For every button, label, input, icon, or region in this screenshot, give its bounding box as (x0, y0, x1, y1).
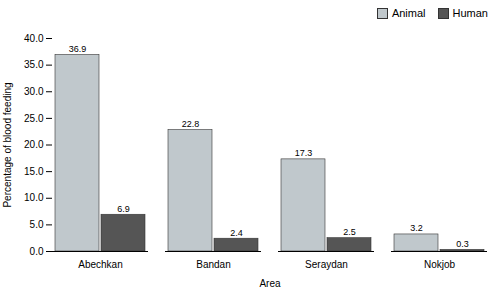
svg-text:15.0: 15.0 (24, 166, 44, 177)
svg-text:0.0: 0.0 (30, 246, 44, 257)
svg-text:2.4: 2.4 (230, 228, 243, 238)
svg-text:Area: Area (259, 278, 281, 289)
html-text:Animal: Animal (391, 7, 426, 19)
svg-text:Seraydan: Seraydan (305, 259, 348, 270)
svg-text:35.0: 35.0 (24, 59, 44, 70)
svg-text:25.0: 25.0 (24, 113, 44, 124)
svg-text:Bandan: Bandan (196, 259, 230, 270)
html-text:Human: Human (452, 7, 488, 19)
svg-text:5.0: 5.0 (30, 219, 44, 230)
svg-text:20.0: 20.0 (24, 139, 44, 150)
svg-text:0.3: 0.3 (456, 239, 469, 249)
svg-text:10.0: 10.0 (24, 192, 44, 203)
svg-text:6.9: 6.9 (117, 204, 130, 214)
svg-text:Nokjob: Nokjob (424, 259, 456, 270)
svg-text:Abechkan: Abechkan (78, 259, 122, 270)
svg-text:17.3: 17.3 (295, 148, 313, 158)
svg-text:Percentage of blood feeding: Percentage of blood feeding (2, 82, 13, 207)
svg-text:2.5: 2.5 (343, 227, 356, 237)
svg-text:22.8: 22.8 (182, 119, 200, 129)
svg-text:40.0: 40.0 (24, 33, 44, 44)
svg-text:3.2: 3.2 (410, 223, 423, 233)
svg-text:30.0: 30.0 (24, 86, 44, 97)
svg-text:36.9: 36.9 (69, 44, 87, 54)
